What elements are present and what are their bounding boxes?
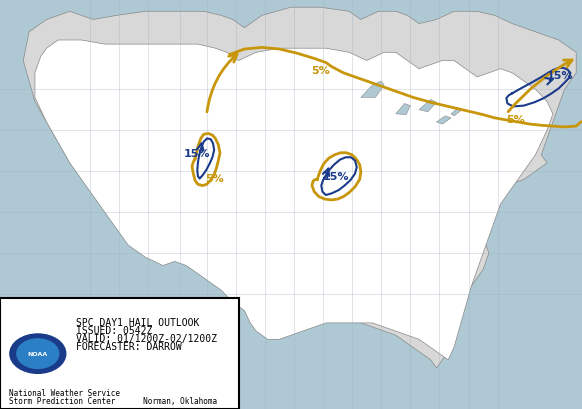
Text: SPC DAY1 HAIL OUTLOOK: SPC DAY1 HAIL OUTLOOK <box>76 317 199 327</box>
Text: 5%: 5% <box>311 65 330 76</box>
Text: 15%: 15% <box>184 148 211 158</box>
Text: VALID: 01/1200Z-02/1200Z: VALID: 01/1200Z-02/1200Z <box>76 333 217 343</box>
FancyBboxPatch shape <box>0 299 239 409</box>
Text: FORECASTER: DARROW: FORECASTER: DARROW <box>76 342 182 351</box>
Polygon shape <box>396 104 410 115</box>
Polygon shape <box>23 8 576 368</box>
Text: Storm Prediction Center      Norman, Oklahoma: Storm Prediction Center Norman, Oklahoma <box>9 396 217 405</box>
Polygon shape <box>451 110 461 117</box>
Circle shape <box>10 334 66 373</box>
Text: 15%: 15% <box>323 172 350 182</box>
Polygon shape <box>436 117 451 125</box>
Text: 15%: 15% <box>547 70 574 81</box>
Text: NOAA: NOAA <box>28 351 48 356</box>
Text: 5%: 5% <box>506 115 525 125</box>
Polygon shape <box>361 82 384 98</box>
Polygon shape <box>35 41 553 360</box>
Text: National Weather Service: National Weather Service <box>9 389 120 398</box>
Circle shape <box>17 339 59 369</box>
Text: ISSUED: 0542Z: ISSUED: 0542Z <box>76 325 152 335</box>
Text: 5%: 5% <box>205 174 223 184</box>
Polygon shape <box>419 100 436 112</box>
